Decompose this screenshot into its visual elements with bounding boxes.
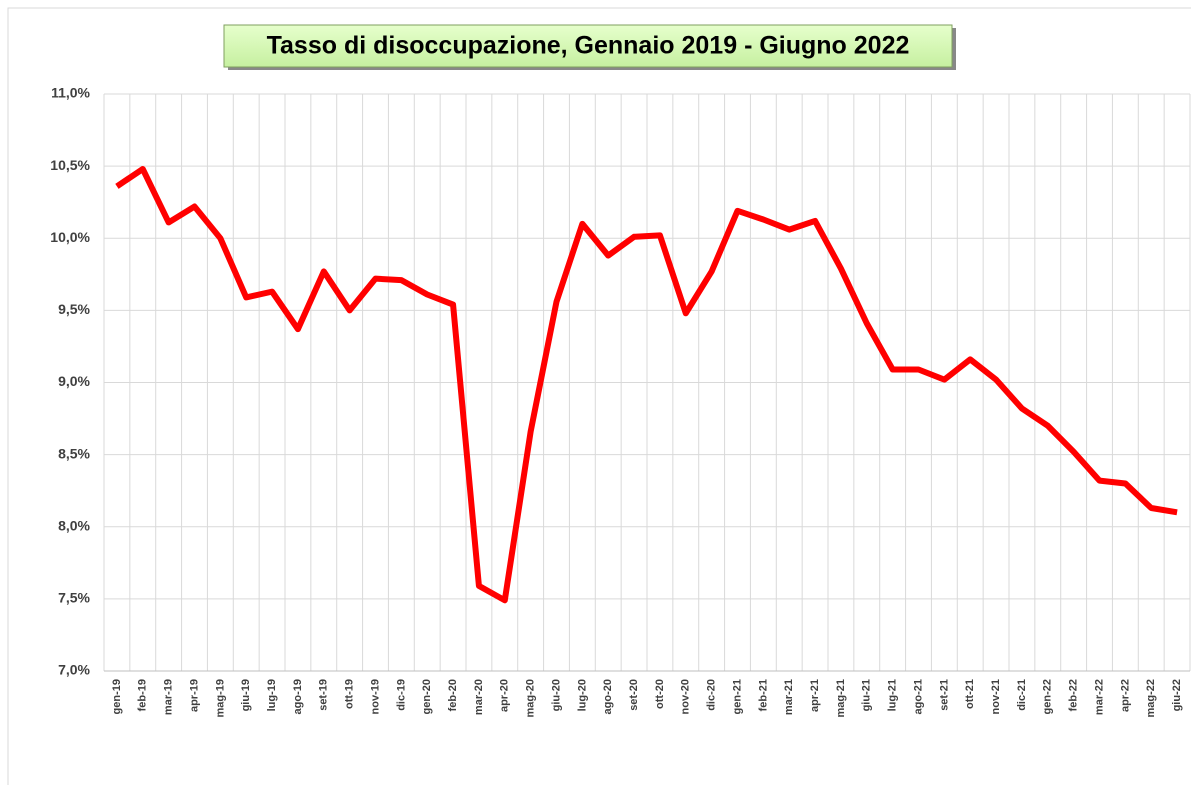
- y-tick-label: 10,0%: [50, 229, 90, 245]
- y-tick-label: 8,0%: [58, 517, 90, 533]
- x-tick-label: mar-21: [783, 679, 795, 715]
- x-tick-label: apr-19: [188, 679, 200, 712]
- x-tick-label: ago-21: [912, 679, 924, 714]
- x-tick-label: apr-22: [1119, 679, 1131, 712]
- x-tick-label: set-20: [628, 679, 640, 711]
- x-tick-label: apr-21: [809, 679, 821, 712]
- x-tick-label: mag-22: [1145, 679, 1157, 718]
- chart-title: Tasso di disoccupazione, Gennaio 2019 - …: [267, 32, 910, 60]
- title-box: [223, 24, 953, 68]
- x-tick-label: giu-20: [550, 679, 562, 711]
- x-tick-label: dic-20: [706, 679, 718, 711]
- x-tick-label: dic-21: [1016, 679, 1028, 711]
- x-tick-label: ott-21: [964, 679, 976, 709]
- x-tick-label: mag-19: [214, 679, 226, 718]
- x-tick-label: nov-19: [369, 679, 381, 714]
- x-tick-label: gen-21: [731, 679, 743, 714]
- x-tick-label: set-21: [938, 679, 950, 711]
- x-tick-label: lug-19: [266, 679, 278, 711]
- x-tick-label: ott-19: [344, 679, 356, 709]
- x-tick-label: gen-19: [111, 679, 123, 714]
- x-tick-label: giu-21: [861, 679, 873, 711]
- x-tick-label: mar-19: [163, 679, 175, 715]
- x-tick-label: feb-20: [447, 679, 459, 711]
- x-tick-label: mag-20: [525, 679, 537, 718]
- y-tick-label: 7,0%: [58, 662, 90, 678]
- x-tick-label: ago-19: [292, 679, 304, 714]
- y-tick-label: 8,5%: [58, 445, 90, 461]
- x-tick-label: giu-22: [1171, 679, 1183, 711]
- x-tick-label: feb-22: [1068, 679, 1080, 711]
- x-tick-label: mar-20: [473, 679, 485, 715]
- chart-border: [7, 7, 1191, 785]
- y-tick-label: 10,5%: [50, 157, 90, 173]
- x-tick-label: feb-21: [757, 679, 769, 711]
- x-tick-label: nov-20: [680, 679, 692, 714]
- x-tick-label: mar-22: [1093, 679, 1105, 715]
- x-tick-label: ott-20: [654, 679, 666, 709]
- x-tick-label: apr-20: [499, 679, 511, 712]
- x-tick-label: set-19: [318, 679, 330, 711]
- y-tick-label: 9,0%: [58, 373, 90, 389]
- x-tick-label: dic-19: [395, 679, 407, 711]
- x-tick-label: nov-21: [990, 679, 1002, 714]
- x-tick-label: mag-21: [835, 679, 847, 718]
- x-tick-label: ago-20: [602, 679, 614, 714]
- x-tick-label: feb-19: [137, 679, 149, 711]
- y-tick-label: 7,5%: [58, 590, 90, 606]
- x-tick-label: lug-21: [887, 679, 899, 711]
- x-tick-label: lug-20: [576, 679, 588, 711]
- data-line: [115, 166, 1178, 604]
- x-tick-label: giu-19: [240, 679, 252, 711]
- x-tick-label: gen-20: [421, 679, 433, 714]
- y-tick-label: 11,0%: [51, 85, 90, 101]
- x-tick-label: gen-22: [1042, 679, 1054, 714]
- y-tick-label: 9,5%: [58, 301, 90, 317]
